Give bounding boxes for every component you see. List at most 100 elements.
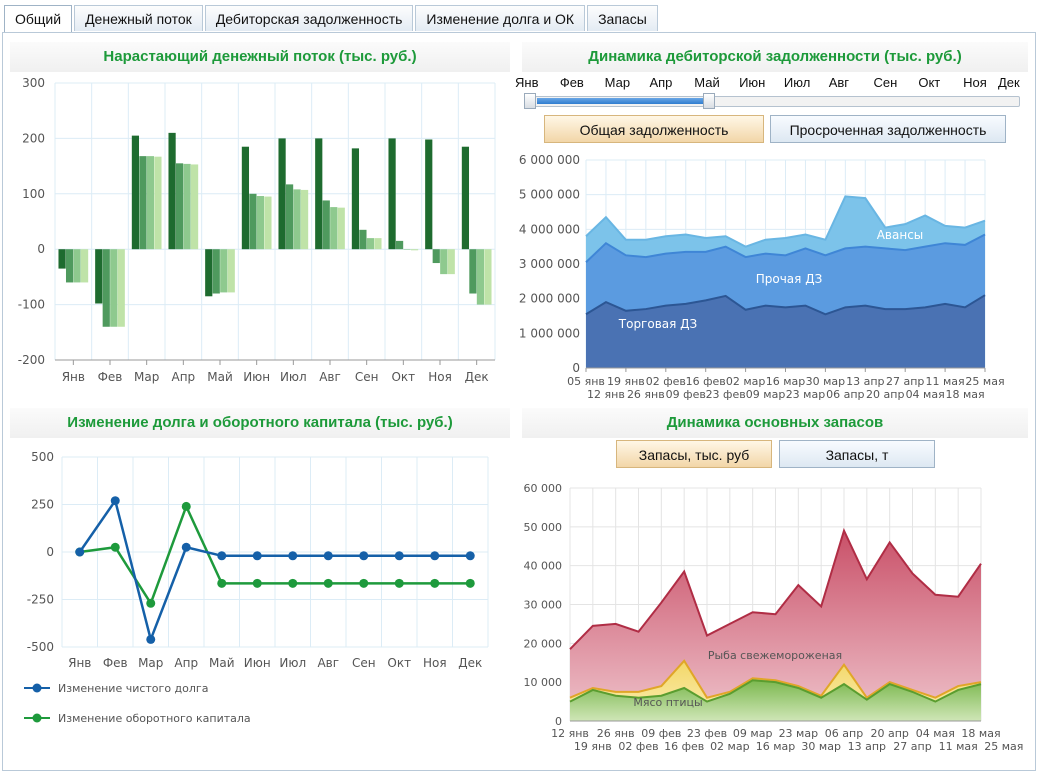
bar [102,249,110,327]
month-label-4[interactable]: Май [694,75,720,90]
month-label-5[interactable]: Июн [739,75,766,90]
x-tick-label: 12 янв [551,727,589,740]
x-tick-label: 25 мая [984,740,1023,753]
series-point-0 [359,551,369,561]
series-line-1 [79,503,471,607]
series-label: Мясо птицы [633,696,702,709]
total-debt-button[interactable]: Общая задолженность [544,115,764,143]
y-tick-label: 4 000 000 [519,222,580,236]
bar [359,229,367,250]
series-point-1 [323,578,333,588]
cashflow-chart: -200 -100 0 100 200 300 Янв Фев Мар Апр Май Июн Июл А… [18,76,496,384]
tab-inventory[interactable]: Запасы [587,5,658,31]
y-tick-label: -500 [27,640,54,654]
y-tick-label: 0 [572,361,580,375]
bar [322,200,330,250]
series-point-1 [288,578,298,588]
series-label: Авансы [877,228,924,242]
x-tick-label: Янв [62,370,85,384]
inventory-ton-button[interactable]: Запасы, т [779,440,935,468]
bar [95,249,103,304]
bar [131,135,140,250]
month-label-7[interactable]: Авг [828,75,850,90]
bar [227,249,235,293]
series-point-1 [430,578,440,588]
bar [73,249,81,283]
bar [374,238,382,250]
series-point-1 [359,578,369,588]
tab-receivables[interactable]: Дебиторская задолженность [204,5,414,31]
tab-debt-wc[interactable]: Изменение долга и ОК [415,5,586,31]
slider-handle-end[interactable] [703,93,715,109]
x-tick-label: 05 янв [567,375,605,388]
y-tick-label: 50 000 [524,521,563,534]
bar [395,240,404,250]
month-label-2[interactable]: Мар [604,75,631,90]
x-tick-label: 02 фев [618,740,658,753]
area-line-2 [569,679,982,703]
month-label-10[interactable]: Ноя [963,75,987,90]
x-tick-label: Янв [68,656,91,670]
x-tick-label: 12 янв [587,388,625,401]
series-point-1 [252,578,262,588]
series-point-1 [110,542,120,552]
month-label-8[interactable]: Сен [873,75,898,90]
x-tick-label: Сен [355,370,379,384]
series-point-1 [394,578,404,588]
series-point-1 [465,578,475,588]
x-tick-label: 02 мар [710,740,750,753]
x-tick-label: Авг [317,656,339,670]
x-tick-label: 09 фев [666,388,706,401]
x-tick-label: Окт [391,370,415,384]
bar [285,184,294,250]
x-tick-label: 27 апр [886,375,924,388]
bar [80,249,89,283]
legend-marker [32,683,42,693]
month-label-0[interactable]: Янв [515,75,539,90]
bar [220,249,228,293]
bar [484,249,492,305]
y-tick-label: 0 [555,715,562,728]
series-point-0 [252,551,262,561]
x-tick-label: 23 мар [786,388,826,401]
bar [205,249,213,297]
x-tick-label: 23 мар [779,727,819,740]
overdue-debt-button[interactable]: Просроченная задолженность [770,115,1006,143]
month-label-1[interactable]: Фев [559,75,584,90]
y-tick-label: 250 [31,498,54,512]
series-point-0 [146,634,156,644]
month-range-slider[interactable] [524,93,1020,109]
bar [351,148,360,250]
bar [168,132,176,250]
x-tick-label: Мар [134,370,159,384]
x-tick-label: 19 янв [607,375,645,388]
inventory-rub-button[interactable]: Запасы, тыс. руб [616,440,772,468]
tab-general[interactable]: Общий [4,5,73,33]
month-label-3[interactable]: Апр [649,75,673,90]
x-tick-label: 18 мая [961,727,1000,740]
x-tick-label: 09 фев [641,727,681,740]
bar [366,238,375,250]
x-tick-label: Дек [465,370,489,384]
month-label-9[interactable]: Окт [918,75,941,90]
series-point-0 [217,551,227,561]
month-label-11[interactable]: Дек [998,75,1020,90]
x-tick-label: 06 апр [825,727,863,740]
bar [425,139,433,250]
bar [410,249,419,251]
x-tick-label: Июн [244,656,271,670]
y-tick-label: 1 000 000 [519,326,580,340]
y-tick-label: 3 000 000 [519,257,580,271]
x-tick-label: Дек [458,656,482,670]
area-line-1 [569,659,982,700]
slider-handle-start[interactable] [524,93,536,109]
month-label-6[interactable]: Июл [783,75,811,90]
area-line-0 [585,294,986,316]
x-tick-label: Авг [319,370,341,384]
x-tick-label: 18 мая [945,388,984,401]
y-tick-label: 300 [22,76,45,90]
legend-marker [32,713,42,723]
bar [403,249,411,250]
series-point-1 [217,578,227,588]
tab-cashflow[interactable]: Денежный поток [74,5,203,31]
